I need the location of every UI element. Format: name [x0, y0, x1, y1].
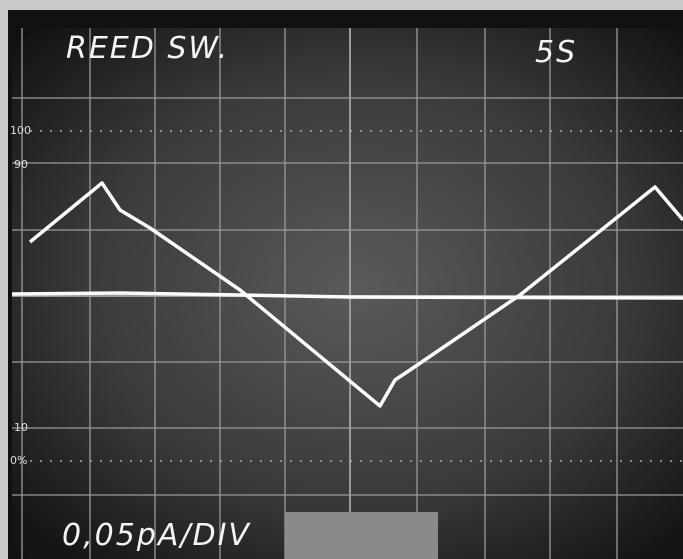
timebase: 5S: [535, 35, 577, 70]
sensitivity: 0,05pA/DIV: [62, 518, 251, 553]
scale-label: 10: [14, 421, 28, 434]
redaction: [285, 512, 438, 559]
scale-label: 100: [10, 124, 31, 137]
page: REED SW. 5S 100 90 10 0% 0,05pA/DIV (() …: [0, 0, 683, 559]
scale-label: 0%: [10, 454, 27, 467]
scale-label: 90: [14, 158, 28, 171]
title: REED SW.: [66, 31, 229, 66]
oscilloscope-photo: REED SW. 5S 100 90 10 0% 0,05pA/DIV: [0, 0, 683, 559]
